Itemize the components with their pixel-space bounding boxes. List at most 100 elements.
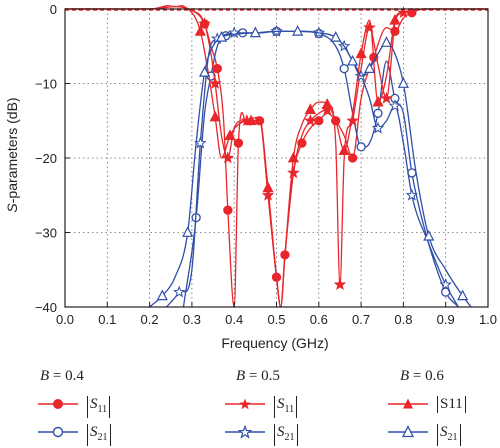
legend-group-variable: B (400, 368, 410, 384)
legend-group-variable: B (236, 368, 246, 384)
legend-group-value: = 0.6 (409, 368, 444, 384)
legend-group-variable: B (40, 368, 50, 384)
legend-group-title: B = 0.4 (40, 368, 84, 385)
data-point (388, 99, 402, 112)
legend-group-value: = 0.4 (49, 368, 84, 384)
data-point (356, 142, 366, 152)
plot-series (65, 5, 488, 308)
data-point (212, 63, 222, 74)
data-point (363, 21, 376, 33)
data-point (209, 110, 221, 122)
data-point (373, 108, 383, 118)
y-tick-label: 0 (50, 2, 57, 17)
y-tick-label: −40 (35, 300, 57, 315)
data-point (371, 121, 385, 134)
legend-label-base: S11 (440, 396, 463, 412)
data-point (333, 278, 347, 291)
legend-group-title: B = 0.6 (400, 368, 444, 385)
data-point (194, 25, 206, 36)
legend-group-value: = 0.5 (245, 368, 280, 384)
y-tick-label: −10 (35, 77, 57, 92)
x-tick-label: 0.1 (98, 312, 116, 327)
data-point (233, 138, 244, 148)
circle-marker-icon (38, 399, 78, 409)
legend-label-sub: 11 (97, 404, 108, 415)
data-point (363, 62, 376, 74)
data-point (380, 36, 393, 47)
data-point (224, 129, 236, 141)
y-axis-label-text: -parameters (dB) (4, 97, 20, 203)
y-tick-label: −20 (35, 151, 57, 166)
series-s21-circle (182, 26, 459, 308)
data-point (439, 278, 452, 291)
data-point (339, 63, 349, 74)
data-point (182, 226, 194, 237)
data-point (215, 31, 228, 42)
legend-label-sub: 11 (284, 404, 295, 415)
data-point (347, 54, 359, 66)
triangle-marker-icon (388, 398, 428, 409)
series-line (149, 30, 472, 308)
x-tick-label: 0.4 (225, 312, 243, 327)
data-point (405, 188, 419, 201)
x-tick-label: 0.8 (394, 312, 412, 327)
plot-grid (65, 9, 488, 307)
data-point (221, 151, 235, 164)
series-line (65, 5, 488, 308)
legend-label-base: S (440, 424, 448, 440)
legend-label-sub: 21 (97, 432, 108, 443)
legend-label-base: S (90, 424, 98, 440)
data-point (223, 205, 233, 215)
data-point (227, 26, 241, 39)
x-tick-label: 0.6 (310, 312, 328, 327)
legend-label-sub: 21 (447, 432, 458, 443)
data-point (198, 66, 211, 77)
y-axis-label: S-parameters (dB) (4, 97, 20, 212)
data-point (172, 285, 186, 298)
data-point (304, 114, 317, 127)
legend-label-base: S (277, 424, 285, 440)
data-point (380, 91, 393, 104)
data-point (397, 77, 409, 88)
triangle-marker-icon (388, 425, 428, 438)
legend-label-base: S (90, 396, 98, 412)
x-tick-label: 0.3 (183, 312, 201, 327)
series-line (182, 30, 459, 308)
star-marker-icon (225, 424, 265, 439)
star-marker-icon (225, 398, 265, 410)
data-point (389, 13, 401, 25)
data-point (423, 229, 435, 241)
data-point (261, 188, 275, 201)
axis-ticks: 0.0 0.1 0.2 0.3 0.4 0.5 0.6 0.7 0.8 0.9 1.0 0 −10 −20… (35, 2, 497, 327)
data-point (372, 95, 384, 107)
data-point (330, 31, 342, 42)
data-point (287, 166, 300, 179)
y-tick-label: −30 (35, 226, 57, 241)
x-tick-label: 1.0 (479, 312, 497, 327)
data-point (198, 17, 211, 30)
data-point (156, 289, 168, 301)
data-point (304, 103, 316, 114)
x-axis-label: Frequency (GHz) (221, 335, 328, 351)
legend-label-base: S (277, 396, 285, 412)
series-s21-triangle (149, 25, 472, 308)
data-point (346, 114, 359, 127)
legend-group-title: B = 0.5 (236, 368, 280, 385)
x-tick-label: 0.2 (141, 312, 159, 327)
legend-label-sub: 21 (284, 432, 295, 443)
data-point (347, 153, 358, 163)
x-tick-label: 0.5 (267, 312, 285, 327)
y-axis-label-variable: S (4, 203, 20, 213)
data-point (355, 47, 367, 59)
data-point (321, 98, 333, 109)
x-tick-label: 0.9 (437, 312, 455, 327)
series-s11-triangle (65, 5, 488, 308)
x-tick-label: 0.7 (352, 312, 370, 327)
circle-marker-icon (38, 426, 78, 438)
data-point (457, 289, 469, 301)
data-point (314, 116, 324, 126)
data-point (249, 26, 261, 38)
x-tick-label: 0.0 (56, 312, 74, 327)
data-point (245, 114, 257, 126)
